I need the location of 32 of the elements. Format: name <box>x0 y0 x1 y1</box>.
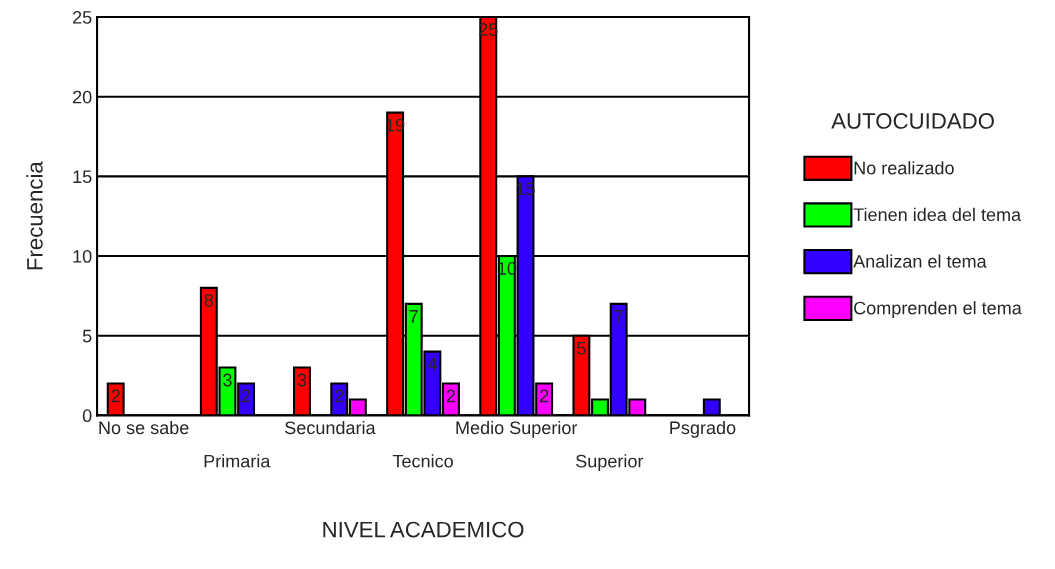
data-label: 2 <box>241 389 251 403</box>
x-tick-label: Secundaria <box>285 420 376 435</box>
y-tick-label: 20 <box>73 90 92 104</box>
x-tick-label: Medio Superior <box>456 420 578 438</box>
legend-label: Analizan el tema <box>853 254 987 268</box>
x-tick-label: Primaria <box>204 454 271 468</box>
legend-label: No realizado <box>854 161 954 175</box>
x-tick-label: Superior <box>576 454 644 472</box>
data-label: 8 <box>204 293 214 307</box>
legend-label: Comprenden el tema <box>854 301 1022 318</box>
y-tick-label: 10 <box>73 249 92 263</box>
y-tick-label: 25 <box>73 11 92 24</box>
data-label: 3 <box>297 373 307 387</box>
data-label: 7 <box>614 310 623 323</box>
data-label: 2 <box>335 389 344 403</box>
data-label: 2 <box>540 389 549 403</box>
y-tick-label: 0 <box>82 409 92 423</box>
data-label: 7 <box>409 310 418 323</box>
legend-title: AUTOCUIDADO <box>831 113 994 129</box>
data-label: 4 <box>427 357 437 371</box>
x-axis-title: NIVEL ACADEMICO <box>323 521 524 538</box>
data-label: 2 <box>111 389 120 403</box>
x-tick-label: Tecnico <box>392 454 453 468</box>
y-tick-label: 15 <box>73 170 92 184</box>
legend-label: Tienen idea del tema <box>853 207 1022 222</box>
x-tick-label: Psgrado <box>670 420 736 438</box>
y-tick-label: 5 <box>82 329 92 343</box>
data-label: 3 <box>223 373 232 387</box>
data-label: 2 <box>446 389 456 403</box>
x-tick-label: No se sabe <box>99 420 189 435</box>
data-label: 5 <box>577 341 586 355</box>
y-axis-title: Frecuencia <box>26 161 43 270</box>
